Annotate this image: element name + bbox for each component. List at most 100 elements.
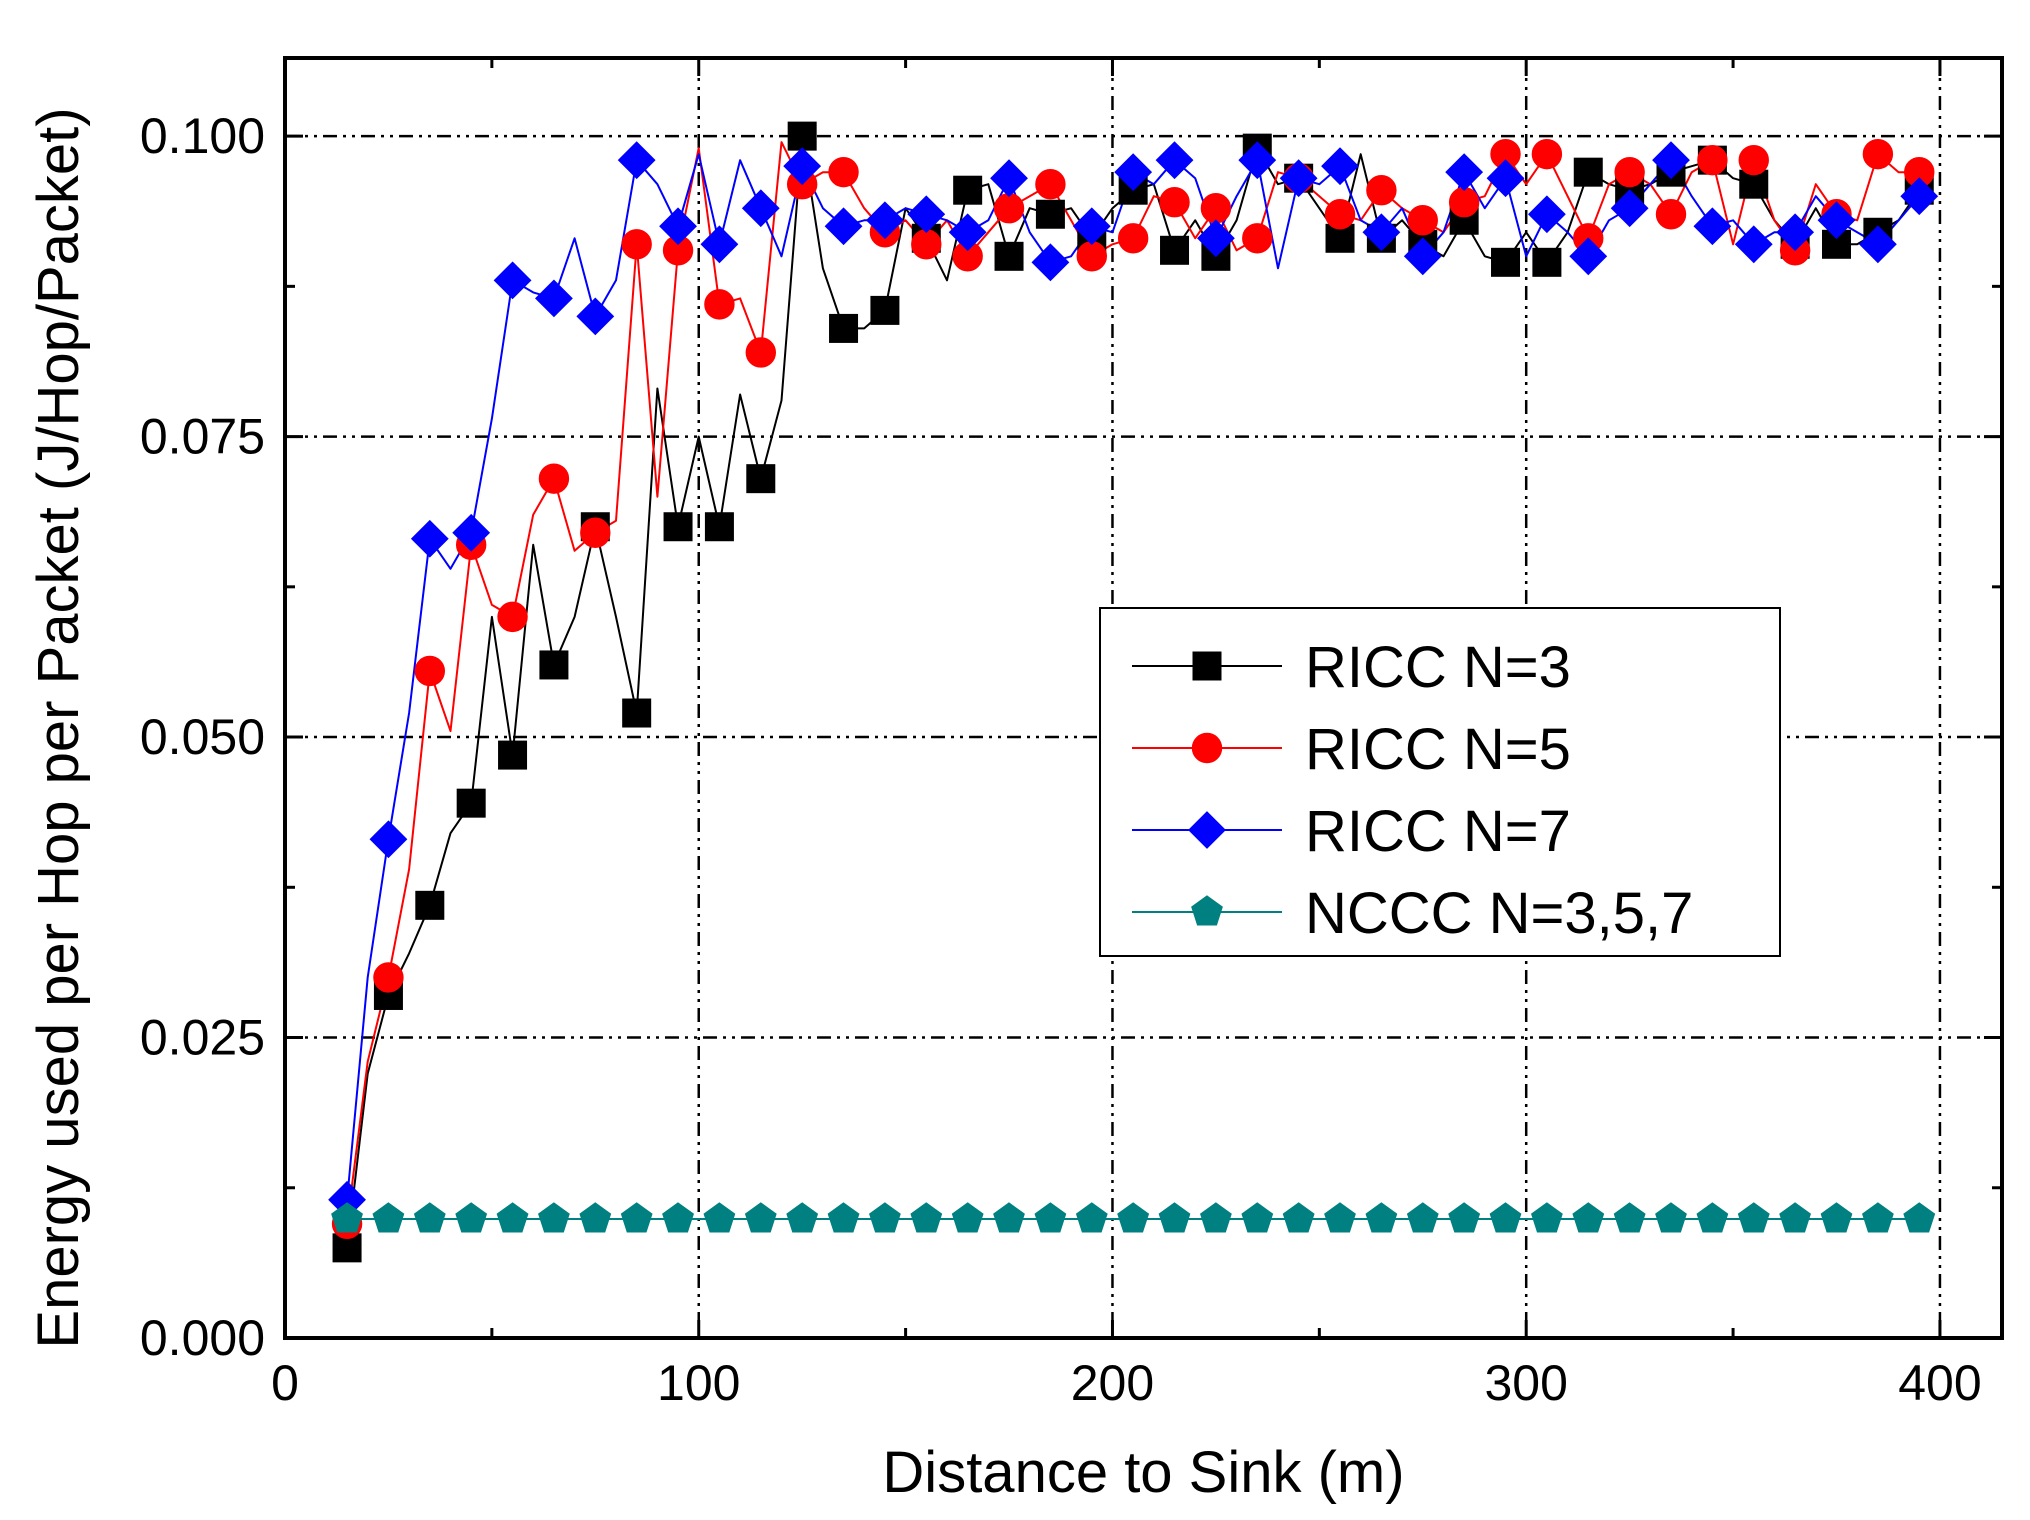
data-point-nccc-n-3-5-7 [620,1202,653,1233]
data-point-ricc-n-5 [745,337,776,368]
data-point-nccc-n-3-5-7 [1241,1202,1274,1233]
data-point-nccc-n-3-5-7 [951,1202,984,1233]
data-point-ricc-n-7 [576,297,615,336]
data-point-ricc-n-7 [1527,195,1566,234]
data-point-ricc-n-5 [704,289,735,320]
data-point-ricc-n-7 [1610,189,1649,228]
axis-ticks [283,58,2002,1340]
data-point-ricc-n-7 [452,513,491,552]
data-point-ricc-n-3 [870,295,900,325]
data-point-nccc-n-3-5-7 [1282,1202,1315,1233]
data-point-ricc-n-7 [1155,141,1194,180]
y-tick-label: 0.050 [140,709,265,765]
data-point-ricc-n-7 [1238,141,1277,180]
x-tick-label: 0 [271,1355,299,1411]
data-point-ricc-n-3 [746,464,776,494]
data-point-ricc-n-3 [456,788,486,818]
data-point-ricc-n-3 [1491,247,1521,277]
y-tick-label: 0.025 [140,1010,265,1066]
legend-entry-nccc-n-3-5-7: NCCC N=3,5,7 [1132,881,1693,946]
data-point-ricc-n-7 [493,261,532,300]
data-point-ricc-n-7 [1569,237,1608,276]
data-point-ricc-n-3 [953,175,983,205]
data-point-ricc-n-5 [497,601,528,633]
data-point-nccc-n-3-5-7 [1200,1202,1232,1233]
data-point-nccc-n-3-5-7 [1737,1202,1770,1233]
data-point-ricc-n-7 [783,147,822,186]
data-point-ricc-n-7 [866,201,904,240]
data-point-ricc-n-7 [700,225,739,264]
data-point-ricc-n-7 [1072,207,1111,246]
data-point-nccc-n-3-5-7 [413,1202,446,1233]
data-point-ricc-n-3 [1532,247,1562,277]
data-point-ricc-n-5 [1862,138,1894,170]
data-point-ricc-n-7 [1321,147,1359,186]
data-point-ricc-n-5 [621,229,652,260]
data-point-nccc-n-3-5-7 [744,1202,777,1233]
data-point-ricc-n-5 [1117,223,1149,254]
data-point-ricc-n-7 [948,213,987,252]
data-point-ricc-n-7 [535,279,573,318]
data-point-ricc-n-5 [1324,199,1356,230]
data-point-ricc-n-7 [990,159,1028,198]
data-point-nccc-n-3-5-7 [1572,1202,1605,1233]
data-point-nccc-n-3-5-7 [1531,1202,1563,1233]
data-point-ricc-n-7 [1362,213,1401,252]
data-point-ricc-n-7 [1652,141,1690,180]
data-point-ricc-n-7 [741,189,780,228]
data-point-ricc-n-5 [580,517,611,548]
data-point-ricc-n-7 [1693,207,1732,246]
y-tick-label: 0.100 [140,108,265,164]
data-point-nccc-n-3-5-7 [1034,1202,1067,1233]
y-tick-label: 0.075 [140,409,265,465]
data-point-ricc-n-7 [1817,201,1856,240]
x-tick-label: 200 [1071,1355,1154,1411]
data-point-nccc-n-3-5-7 [579,1202,612,1233]
legend-entry-ricc-n-3: RICC N=3 [1132,635,1571,700]
data-point-nccc-n-3-5-7 [1696,1202,1729,1233]
data-point-nccc-n-3-5-7 [1489,1202,1522,1233]
data-point-nccc-n-3-5-7 [1862,1202,1894,1233]
data-point-ricc-n-3 [539,650,569,680]
data-point-ricc-n-5 [1655,199,1687,230]
legend-label: RICC N=3 [1305,635,1571,700]
data-point-ricc-n-3 [1573,157,1603,187]
data-point-nccc-n-3-5-7 [993,1202,1025,1233]
data-point-nccc-n-3-5-7 [786,1202,819,1233]
data-point-ricc-n-7 [1031,243,1070,282]
data-point-nccc-n-3-5-7 [703,1202,736,1233]
data-point-ricc-n-5 [1200,193,1232,224]
y-tick-label: 0.000 [140,1310,265,1366]
data-point-ricc-n-5 [538,463,570,494]
data-point-ricc-n-3 [498,740,528,770]
legend-label: RICC N=7 [1305,799,1571,864]
data-point-nccc-n-3-5-7 [1903,1202,1936,1233]
data-point-ricc-n-7 [617,141,656,180]
data-point-nccc-n-3-5-7 [827,1202,860,1233]
data-point-ricc-n-3 [415,890,445,920]
data-point-ricc-n-7 [1445,153,1484,192]
data-point-ricc-n-3 [1160,235,1190,265]
data-point-ricc-n-3 [829,313,859,343]
data-point-ricc-n-7 [659,207,697,246]
data-point-nccc-n-3-5-7 [1820,1202,1853,1233]
data-point-ricc-n-7 [410,519,449,558]
legend-entry-ricc-n-7: RICC N=7 [1132,799,1571,864]
data-point-ricc-n-3 [1035,199,1065,229]
data-point-ricc-n-5 [1448,187,1480,218]
data-point-nccc-n-3-5-7 [1406,1202,1439,1233]
data-point-ricc-n-5 [1159,187,1190,218]
data-point-ricc-n-3 [622,698,652,728]
data-point-ricc-n-5 [1407,205,1438,236]
data-point-nccc-n-3-5-7 [1613,1202,1646,1233]
data-point-ricc-n-5 [1531,138,1563,170]
legend-marker [1191,895,1223,926]
data-point-ricc-n-3 [787,121,817,151]
legend-label: RICC N=5 [1305,717,1571,782]
legend-entries: RICC N=3 RICC N=5 RICC N=7 NCCC N=3,5,7 [1132,635,1693,946]
data-point-ricc-n-3 [1739,169,1769,199]
data-point-ricc-n-7 [824,207,863,246]
legend-marker [1191,732,1223,764]
